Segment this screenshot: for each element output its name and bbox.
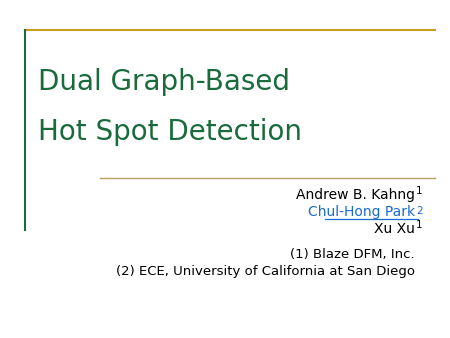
Text: (2) ECE, University of California at San Diego: (2) ECE, University of California at San…: [116, 265, 415, 278]
Text: 2: 2: [416, 206, 423, 216]
Text: Xu Xu: Xu Xu: [374, 222, 415, 236]
Text: Dual Graph-Based: Dual Graph-Based: [38, 68, 290, 96]
Text: Chul-Hong Park: Chul-Hong Park: [308, 205, 415, 219]
Text: Andrew B. Kahng: Andrew B. Kahng: [296, 188, 415, 202]
Text: Hot Spot Detection: Hot Spot Detection: [38, 118, 302, 146]
Text: 1: 1: [416, 220, 423, 230]
Text: 1: 1: [416, 186, 423, 196]
Text: (1) Blaze DFM, Inc.: (1) Blaze DFM, Inc.: [290, 248, 415, 261]
